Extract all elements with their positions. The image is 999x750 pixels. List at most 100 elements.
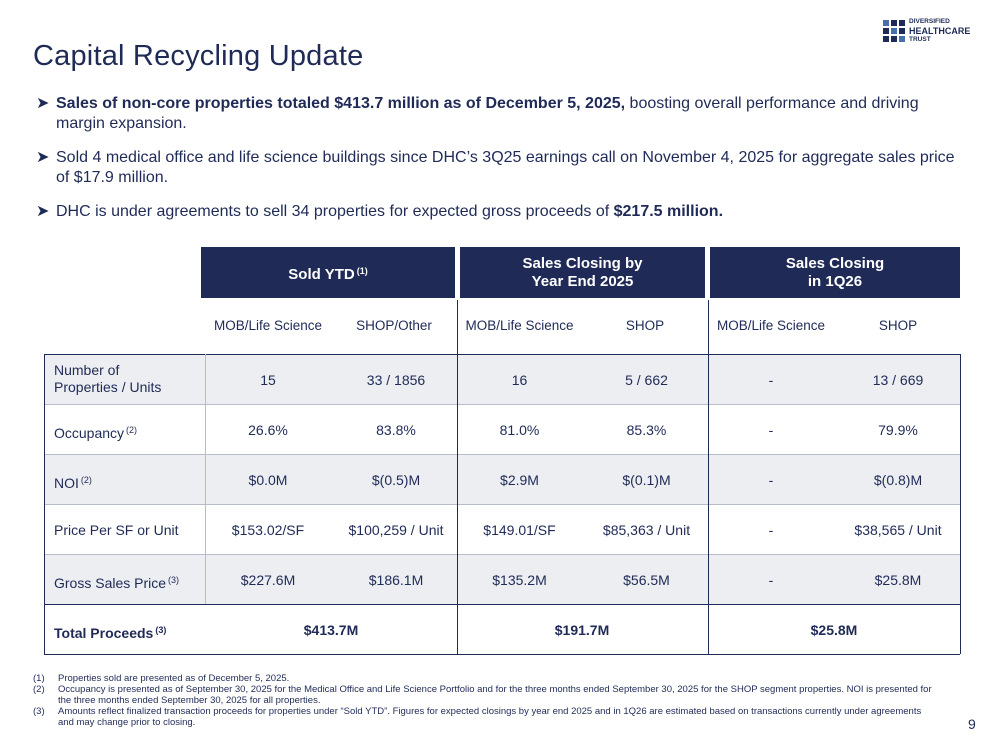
- group-header-sold-ytd: Sold YTD (1): [201, 247, 455, 298]
- row-label-text: Gross Sales Price: [54, 575, 167, 591]
- footnote-number: (3): [33, 706, 45, 717]
- bullet-item: ➤ Sold 4 medical office and life science…: [36, 148, 956, 188]
- row-label-text: Price Per SF or Unit: [54, 522, 179, 538]
- bullet-item: ➤ Sales of non-core properties totaled $…: [36, 94, 956, 134]
- table-cell: -: [768, 372, 774, 388]
- row-label-line-1: Number of: [54, 362, 120, 378]
- bullet-bold-text: $217.5 million.: [613, 203, 724, 220]
- bullet-bold-text: Sales of non-core properties totaled $41…: [56, 95, 626, 112]
- footnote-ref: (3): [168, 575, 180, 585]
- row-label: Number of Properties / Units: [54, 362, 161, 396]
- row-background: [44, 454, 960, 504]
- table-divider: [44, 604, 960, 605]
- logo-line-2: HEALTHCARE: [909, 26, 971, 36]
- footnote-ref: (3): [155, 625, 167, 635]
- table-cell: $135.2M: [492, 572, 547, 588]
- table-cell: $38,565 / Unit: [854, 522, 942, 538]
- table-cell: -: [768, 422, 774, 438]
- row-label: Occupancy (2): [54, 422, 137, 442]
- row-label-text: Total Proceeds: [54, 625, 154, 641]
- table-divider: [960, 354, 961, 654]
- table-cell: $(0.8)M: [873, 472, 923, 488]
- footnote-text: Occupancy is presented as of September 3…: [58, 684, 932, 706]
- row-background: [44, 354, 960, 404]
- column-header: SHOP/Other: [356, 318, 432, 333]
- row-background: [44, 554, 960, 604]
- table-divider: [44, 554, 960, 555]
- bullet-text: Sold 4 medical office and life science b…: [56, 149, 955, 186]
- bullet-item: ➤ DHC is under agreements to sell 34 pro…: [36, 202, 956, 222]
- row-label-text: NOI: [54, 475, 79, 491]
- group-header-year-end: Sales Closing by Year End 2025: [460, 247, 705, 298]
- table-cell: 83.8%: [376, 422, 416, 438]
- table-cell: $227.6M: [240, 572, 296, 588]
- table-divider: [44, 654, 960, 655]
- table-cell: 26.6%: [248, 422, 288, 438]
- table-cell: $25.8M: [874, 572, 922, 588]
- table-cell: 81.0%: [499, 422, 540, 438]
- table-divider: [457, 300, 458, 654]
- table-divider: [708, 300, 709, 654]
- table-cell: $186.1M: [368, 572, 424, 588]
- footnote-ref: (2): [126, 425, 138, 435]
- table-cell: 15: [260, 372, 276, 388]
- table-cell: $85,363 / Unit: [602, 522, 691, 538]
- page-number: 9: [968, 716, 976, 732]
- table-cell: 16: [511, 372, 528, 388]
- page-title: Capital Recycling Update: [33, 40, 364, 72]
- arrow-bullet-icon: ➤: [36, 149, 50, 166]
- table-cell: $2.9M: [500, 472, 539, 488]
- logo-line-1: DIVERSIFIED: [909, 18, 950, 25]
- group-header-line-2: in 1Q26: [807, 272, 863, 290]
- row-label-total: Total Proceeds (3): [54, 622, 166, 642]
- bullet-text: boosting overall performance and driving…: [56, 95, 919, 132]
- footnote: (2) Occupancy is presented as of Septembe…: [33, 684, 933, 706]
- table-divider: [44, 404, 960, 405]
- row-label-line-2: Properties / Units: [54, 379, 162, 395]
- table-cell: -: [768, 522, 774, 538]
- group-header-label: Sold YTD: [288, 265, 355, 283]
- footnote-ref: (2): [80, 475, 92, 485]
- table-cell: -: [768, 472, 774, 488]
- group-header-line-2: Year End 2025: [531, 272, 634, 290]
- column-header: MOB/Life Science: [213, 318, 323, 333]
- column-header: MOB/Life Science: [716, 318, 826, 333]
- footnotes: (1) Properties sold are presented as of D…: [33, 673, 933, 728]
- table-cell: 5 / 662: [625, 372, 668, 388]
- total-cell: $25.8M: [810, 622, 858, 638]
- bullet-list: ➤ Sales of non-core properties totaled $…: [36, 94, 956, 236]
- table-divider: [205, 354, 206, 604]
- footnote-ref: (1): [356, 265, 368, 276]
- footnote-number: (1): [33, 673, 45, 684]
- footnote: (1) Properties sold are presented as of D…: [33, 673, 933, 684]
- footnote-text: Amounts reflect finalized transaction pr…: [58, 706, 922, 728]
- column-header: SHOP: [625, 318, 665, 333]
- column-header: MOB/Life Science: [465, 318, 574, 333]
- row-label: Price Per SF or Unit: [54, 522, 178, 539]
- group-header-line-1: Sales Closing by: [522, 254, 643, 272]
- footnote-text: Properties sold are presented as of Dece…: [58, 673, 290, 684]
- group-header-line-1: Sales Closing: [785, 254, 885, 272]
- table-cell: $(0.5)M: [371, 472, 421, 488]
- row-label: NOI (2): [54, 472, 92, 492]
- table-divider: [44, 504, 960, 505]
- logo-line-3: TRUST: [909, 36, 931, 43]
- table-cell: $56.5M: [623, 572, 670, 588]
- table-divider: [44, 354, 45, 654]
- table-divider: [44, 454, 960, 455]
- table-cell: $(0.1)M: [622, 472, 671, 488]
- group-header-1q26: Sales Closing in 1Q26: [710, 247, 960, 298]
- table-cell: $0.0M: [248, 472, 288, 488]
- arrow-bullet-icon: ➤: [36, 203, 50, 220]
- company-logo: DIVERSIFIED HEALTHCARE TRUST: [883, 18, 970, 44]
- total-cell: $413.7M: [303, 622, 359, 638]
- row-label: Gross Sales Price (3): [54, 572, 179, 592]
- footnote-number: (2): [33, 684, 45, 695]
- table-cell: 33 / 1856: [366, 372, 426, 388]
- table-cell: -: [768, 572, 774, 588]
- table-divider: [44, 354, 960, 355]
- bullet-text: DHC is under agreements to sell 34 prope…: [56, 203, 614, 220]
- logo-text: DIVERSIFIED HEALTHCARE TRUST: [909, 18, 970, 44]
- table-cell: 79.9%: [878, 422, 918, 438]
- table-cell: $100,259 / Unit: [348, 522, 444, 538]
